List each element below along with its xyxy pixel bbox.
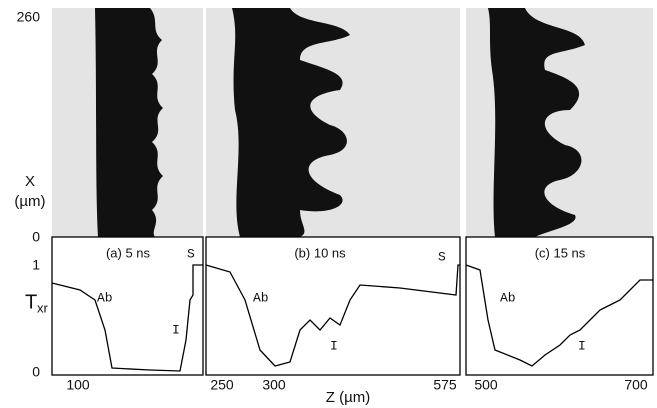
x-axis-symbol: X: [25, 173, 35, 190]
x-axis-unit: (µm): [14, 193, 45, 210]
t-axis-symbol: T: [25, 291, 37, 313]
plot-frame-c: [465, 236, 654, 376]
plot-frame-a: [51, 236, 204, 376]
z-tick: 100: [66, 377, 90, 393]
ablator-label: Ab: [97, 290, 113, 305]
z-tick: 500: [474, 377, 498, 393]
radiograph-a: [52, 8, 203, 237]
t-tick: 0: [32, 364, 40, 380]
z-tick: 300: [262, 377, 286, 393]
z-tick: 700: [624, 377, 648, 393]
x-tick: 0: [32, 229, 40, 245]
panel-caption: (a) 5 ns: [106, 245, 151, 260]
transmission-curve-a: [51, 264, 203, 372]
t-axis-subscript: xr: [37, 300, 49, 315]
s-label: S: [438, 249, 446, 264]
interface-label: I: [578, 338, 586, 353]
interface-label: I: [172, 322, 180, 337]
z-tick: 575: [433, 377, 457, 393]
transmission-curve-b: [205, 264, 460, 367]
panel-caption: (b) 10 ns: [294, 245, 346, 260]
z-axis-label: Z (µm): [326, 389, 370, 406]
plot-frame-b: [205, 236, 461, 376]
transmission-curve-c: [465, 264, 653, 367]
radiograph-b: [206, 8, 460, 237]
ablator-label: Ab: [500, 290, 516, 305]
x-tick: 260: [17, 9, 41, 25]
radiograph-c: [466, 8, 653, 237]
s-label: S: [187, 246, 195, 261]
panel-caption: (c) 15 ns: [535, 245, 586, 260]
ablator-label: Ab: [253, 290, 269, 305]
t-tick: 1: [32, 257, 40, 273]
interface-label: I: [330, 338, 338, 353]
z-tick: 250: [210, 377, 234, 393]
